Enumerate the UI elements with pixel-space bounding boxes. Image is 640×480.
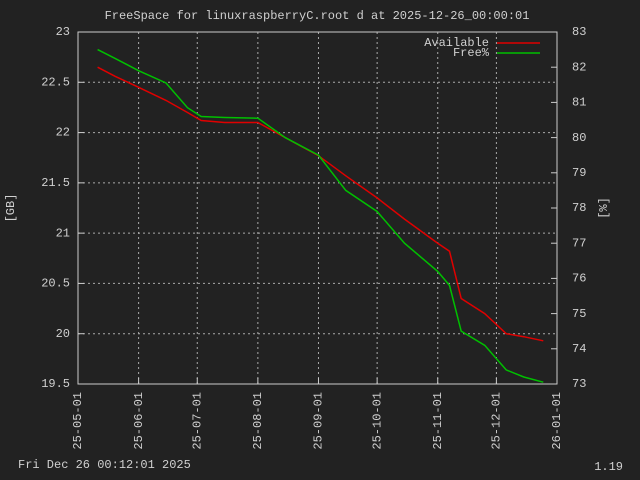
- x-tick-label: 25-06-01: [132, 392, 146, 450]
- y2-axis-label: [%]: [597, 197, 611, 219]
- legend-label: Available: [424, 36, 489, 50]
- plot-frame: [77, 31, 558, 385]
- x-tick-label: 25-07-01: [190, 392, 204, 450]
- legend-label: Free%: [453, 46, 490, 60]
- y2-tick-label: 73: [572, 377, 586, 391]
- footer-version: 1.19: [594, 460, 623, 474]
- x-tick-label: 25-10-01: [370, 392, 384, 450]
- footer-date: Fri Dec 26 00:12:01 2025: [18, 458, 191, 472]
- y-tick-label: 21.5: [41, 176, 70, 190]
- y2-tick-label: 75: [572, 307, 586, 321]
- x-tick-label: 26-01-01: [550, 392, 564, 450]
- y2-tick-label: 83: [572, 25, 586, 39]
- y-tick-label: 23: [56, 25, 70, 39]
- y-tick-label: 20.5: [41, 277, 70, 291]
- x-tick-label: 25-05-01: [71, 392, 85, 450]
- y-axis-label: [GB]: [4, 194, 18, 223]
- x-tick-label: 25-08-01: [251, 392, 265, 450]
- y2-tick-label: 74: [572, 342, 586, 356]
- y2-tick-label: 77: [572, 236, 586, 250]
- x-tick-label: 25-11-01: [431, 392, 445, 450]
- y2-tick-label: 82: [572, 60, 586, 74]
- y-tick-label: 19.5: [41, 377, 70, 391]
- data-line: [97, 48, 544, 383]
- y2-tick-label: 80: [572, 131, 586, 145]
- chart-title: FreeSpace for linuxraspberryC.root d at …: [105, 9, 530, 23]
- y-tick-label: 20: [56, 327, 70, 341]
- x-tick-label: 25-09-01: [312, 392, 326, 450]
- y2-tick-label: 78: [572, 201, 586, 215]
- y2-tick-label: 76: [572, 272, 586, 286]
- y2-tick-label: 79: [572, 166, 586, 180]
- y-tick-label: 21: [56, 226, 70, 240]
- x-tick-label: 25-12-01: [490, 392, 504, 450]
- y2-tick-label: 81: [572, 96, 586, 110]
- y-tick-label: 22: [56, 126, 70, 140]
- data-line: [97, 66, 544, 342]
- y-tick-label: 22.5: [41, 75, 70, 89]
